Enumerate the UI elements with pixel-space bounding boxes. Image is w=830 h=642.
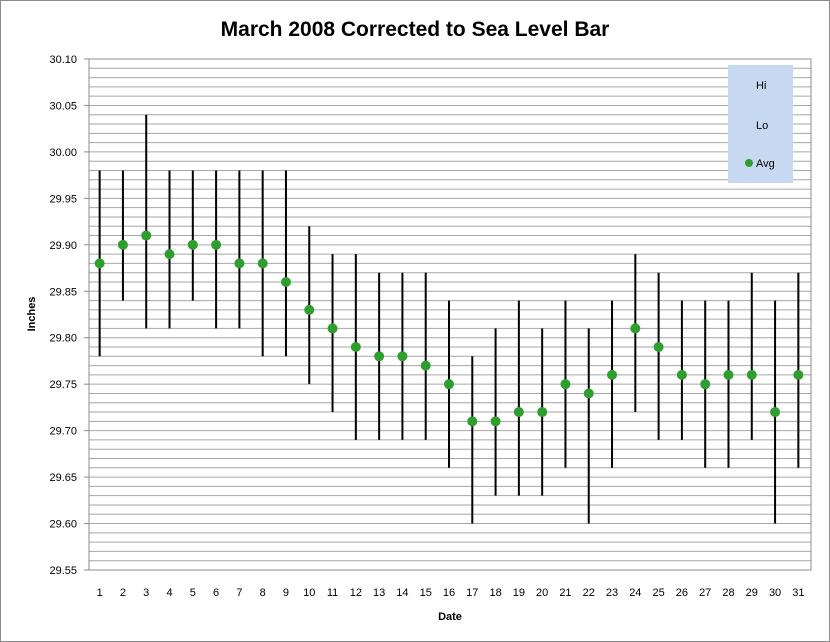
y-tick-label: 30.05	[49, 100, 77, 112]
x-tick-label: 14	[396, 587, 408, 599]
avg-point	[490, 416, 501, 427]
x-tick-label: 3	[143, 587, 149, 599]
avg-point	[746, 369, 757, 380]
avg-point	[537, 407, 548, 418]
y-tick-label: 30.10	[49, 54, 77, 66]
x-tick-label: 22	[583, 587, 595, 599]
legend: Hi Lo Avg	[728, 65, 793, 183]
y-tick-label: 29.55	[49, 565, 77, 577]
x-tick-label: 16	[443, 587, 455, 599]
avg-point	[327, 323, 338, 334]
x-tick-label: 10	[303, 587, 315, 599]
avg-point	[676, 369, 687, 380]
y-tick-label: 29.75	[49, 379, 77, 391]
x-tick-label: 18	[489, 587, 501, 599]
avg-point	[94, 258, 105, 269]
x-axis-title: Date	[438, 611, 462, 623]
avg-point	[583, 388, 594, 399]
y-tick-label: 29.70	[49, 426, 77, 438]
y-tick-label: 29.90	[49, 240, 77, 252]
y-tick-label: 29.95	[49, 193, 77, 205]
x-tick-label: 12	[350, 587, 362, 599]
avg-point	[700, 379, 711, 390]
avg-point	[304, 304, 315, 315]
avg-point	[141, 230, 152, 241]
avg-point	[444, 379, 454, 390]
x-axis-ticks: 1 2 3 4 5 6 7 8 9 10 11 12 13 14 15 16 17 18 19 20 21 22 23 24 2…	[97, 587, 805, 599]
x-tick-label: 27	[699, 587, 711, 599]
x-tick-label: 20	[536, 587, 548, 599]
x-tick-label: 31	[792, 587, 804, 599]
y-tick-label: 29.65	[49, 472, 77, 484]
avg-point	[397, 351, 408, 362]
y-axis-ticks: 30.10 30.05 30.00 29.95 29.90 29.85 29.80 29.75…	[49, 54, 89, 577]
x-tick-label: 28	[722, 587, 734, 599]
avg-point	[280, 276, 291, 287]
avg-point	[211, 239, 222, 250]
x-tick-label: 7	[236, 587, 242, 599]
legend-label-hi: Hi	[756, 80, 766, 92]
avg-point	[117, 239, 128, 250]
x-tick-label: 24	[629, 587, 641, 599]
legend-label-lo: Lo	[756, 120, 768, 132]
avg-point	[467, 416, 478, 427]
x-tick-label: 1	[97, 587, 103, 599]
x-tick-label: 26	[676, 587, 688, 599]
avg-point	[257, 258, 268, 269]
x-tick-label: 19	[513, 587, 525, 599]
y-tick-label: 29.85	[49, 286, 77, 298]
avg-point	[770, 407, 781, 418]
x-tick-label: 5	[190, 587, 196, 599]
x-tick-label: 8	[260, 587, 266, 599]
x-tick-label: 29	[746, 587, 758, 599]
y-tick-label: 30.00	[49, 147, 77, 159]
legend-label-avg: Avg	[756, 158, 775, 170]
avg-point	[374, 351, 385, 362]
avg-point	[793, 369, 804, 380]
x-tick-label: 2	[120, 587, 126, 599]
avg-point	[630, 323, 641, 334]
x-tick-label: 30	[769, 587, 781, 599]
plot-frame	[88, 58, 812, 571]
x-tick-label: 6	[213, 587, 219, 599]
x-tick-label: 4	[166, 587, 172, 599]
y-axis-title: Inches	[26, 297, 38, 332]
avg-point	[607, 369, 618, 380]
avg-point	[560, 379, 571, 390]
y-tick-label: 29.80	[49, 333, 77, 345]
avg-point	[513, 407, 524, 418]
x-tick-label: 25	[652, 587, 664, 599]
x-tick-label: 13	[373, 587, 385, 599]
x-tick-label: 21	[559, 587, 571, 599]
x-tick-label: 17	[466, 587, 478, 599]
avg-point	[350, 342, 361, 353]
avg-point	[723, 369, 734, 380]
avg-point	[420, 360, 431, 371]
avg-points	[94, 230, 804, 427]
x-tick-label: 11	[327, 587, 338, 599]
x-tick-label: 9	[283, 587, 289, 599]
avg-point	[164, 249, 175, 260]
y-tick-label: 29.60	[49, 519, 77, 531]
avg-point	[187, 239, 198, 250]
avg-point	[653, 342, 664, 353]
x-tick-label: 23	[606, 587, 618, 599]
chart-title: March 2008 Corrected to Sea Level Bar	[221, 18, 610, 41]
x-tick-label: 15	[420, 587, 432, 599]
avg-point	[234, 258, 245, 269]
legend-avg-marker	[745, 159, 753, 167]
legend-box	[728, 65, 793, 183]
